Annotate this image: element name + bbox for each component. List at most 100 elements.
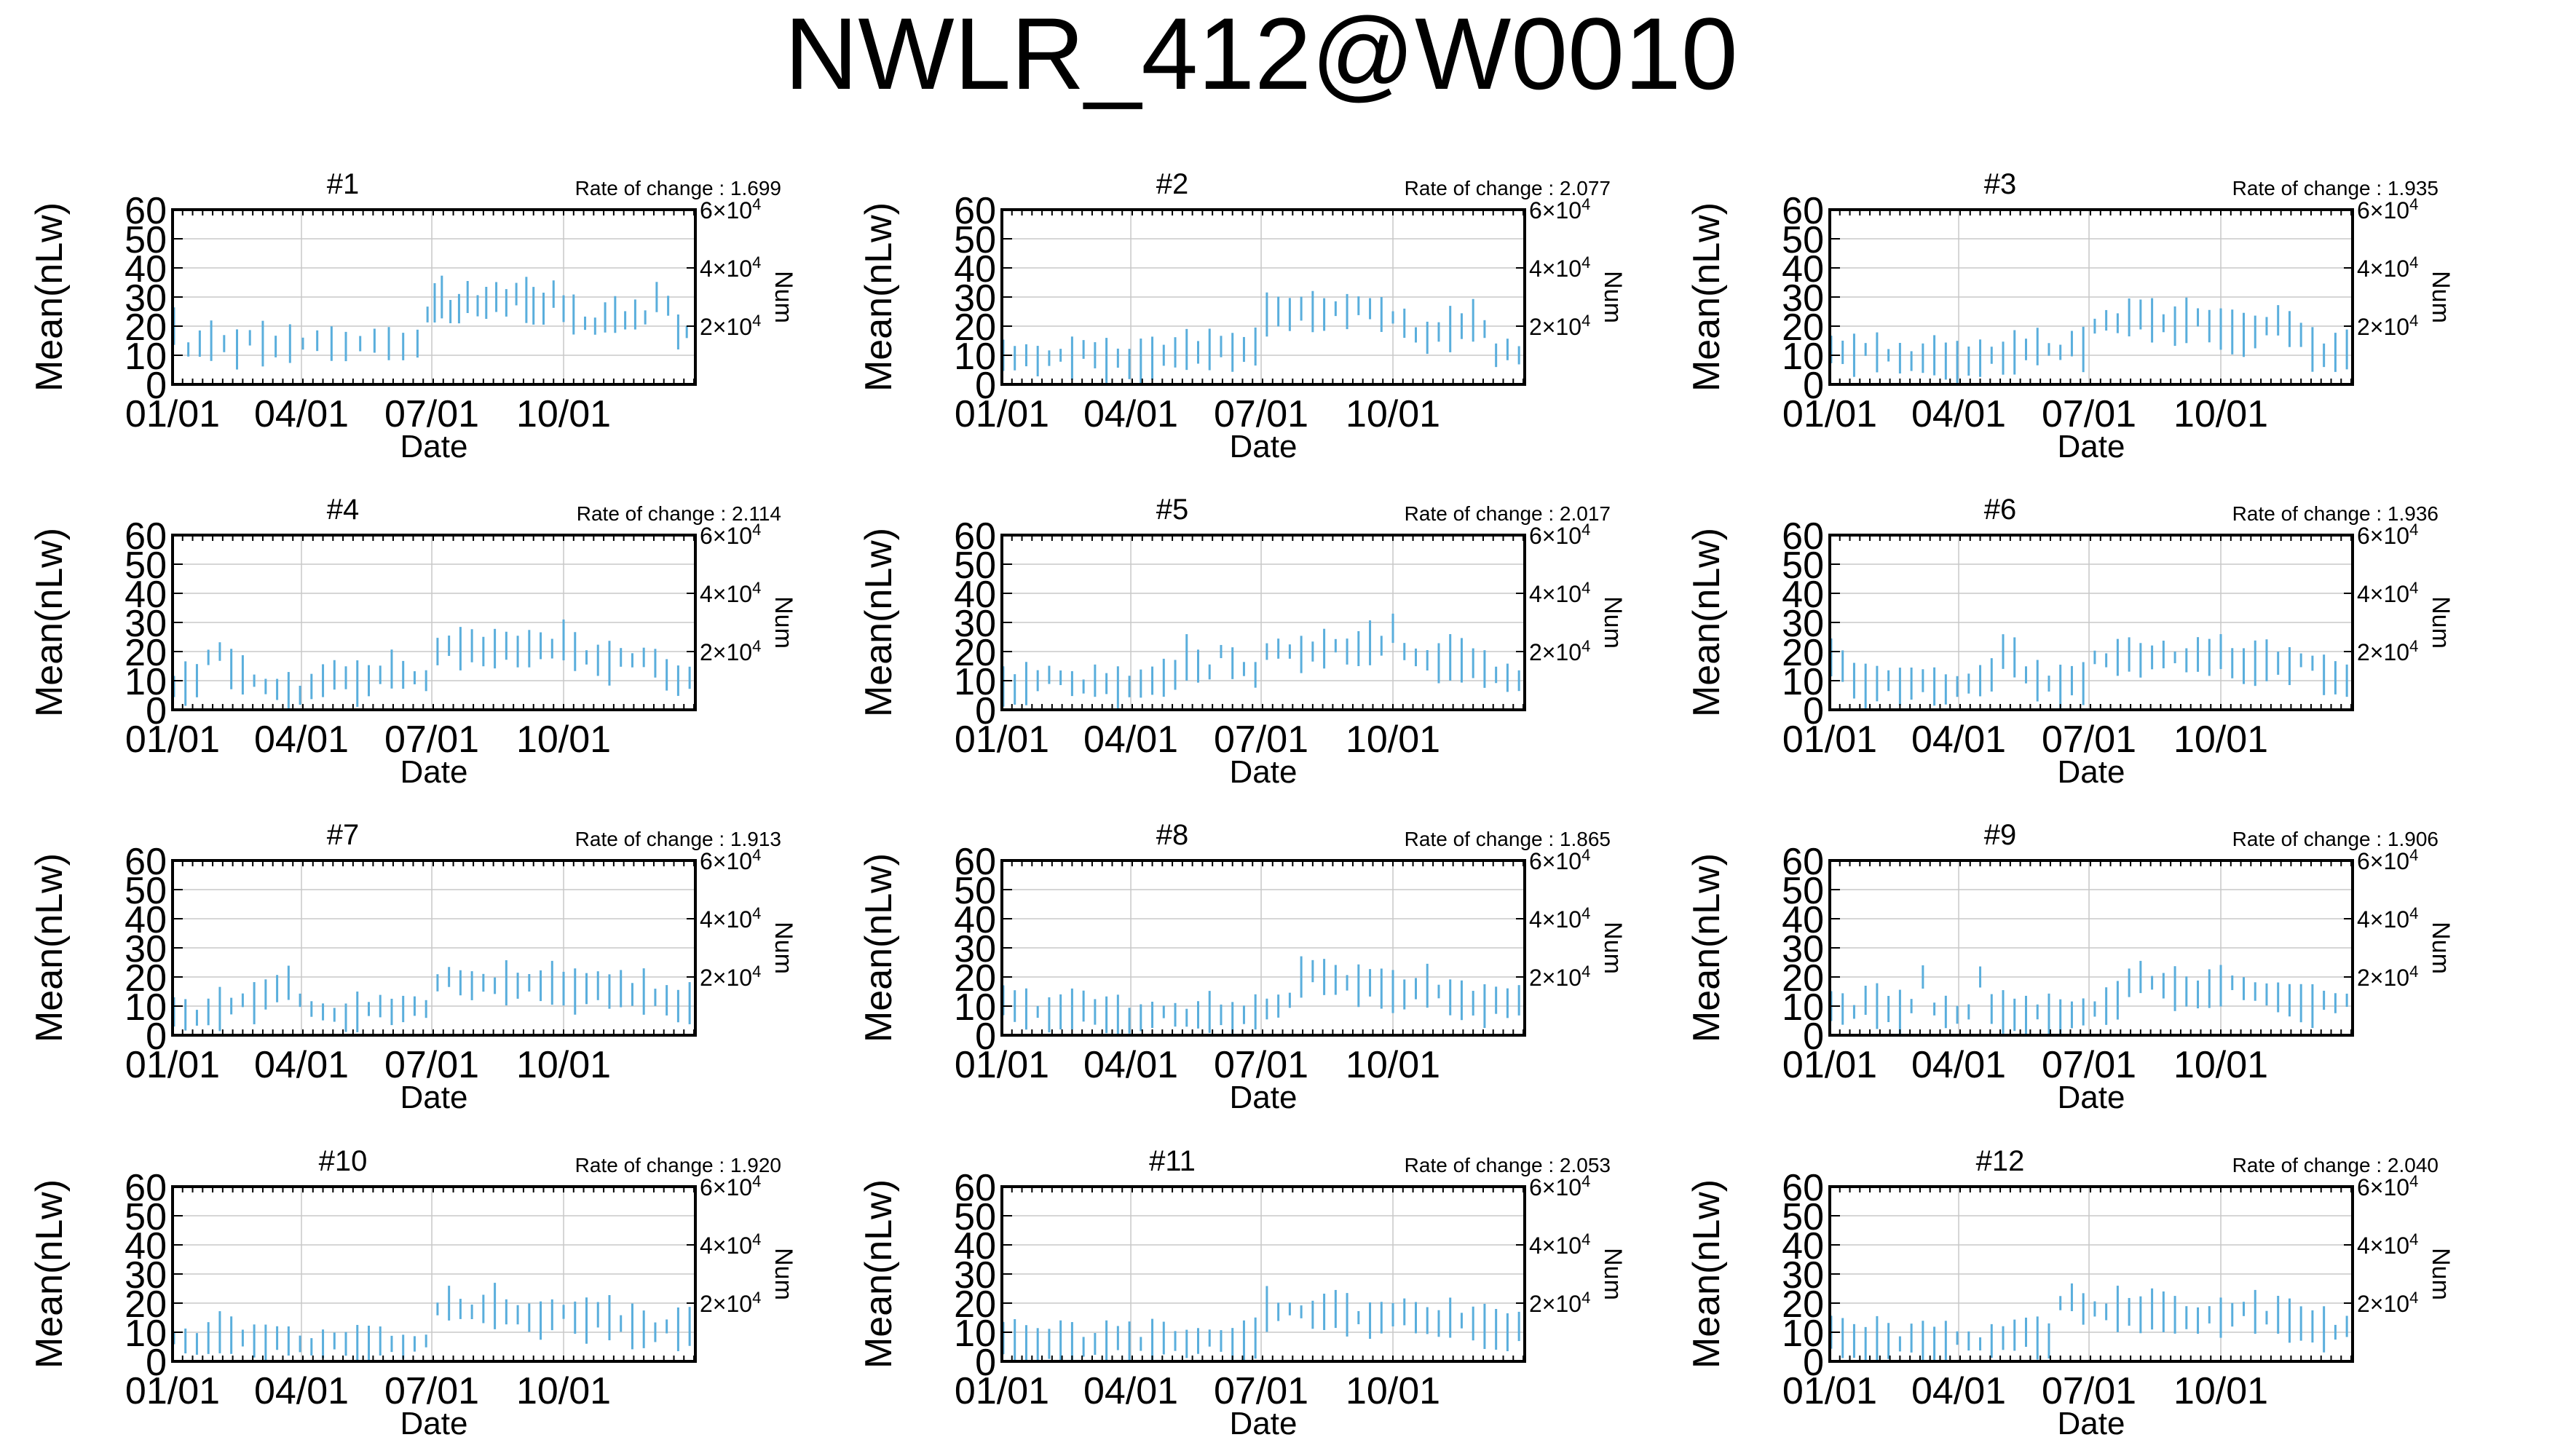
panel-title: #8 [1156,819,1189,851]
y2-axis-label: Num [1599,271,1627,323]
y2-tick-label: 2×104 [700,962,761,991]
x-tick-label: 07/01 [2042,1044,2136,1086]
y-tick-label: 10 [1782,986,1824,1029]
y2-tick-label: 4×104 [2357,579,2418,607]
y2-tick-label: 6×104 [1529,521,1590,549]
y-tick-label: 0 [975,365,996,407]
y2-axis-label: Num [1599,1248,1627,1300]
y-tick-label: 40 [954,899,996,941]
y-tick-label: 30 [125,277,167,320]
y2-tick-label: 2×104 [700,637,761,665]
x-axis-label: Date [400,1080,468,1115]
panel-title: #10 [319,1145,368,1177]
y-axis-label: Mean(nLw) [1686,853,1728,1042]
rate-of-change-label: Rate of change : 1.920 [575,1154,781,1176]
y2-tick-label: 4×104 [2357,1230,2418,1259]
x-tick-label: 10/01 [1346,719,1440,761]
y-tick-label: 50 [125,545,167,587]
y-tick-label: 30 [954,603,996,645]
y-tick-label: 50 [954,545,996,587]
rate-of-change-label: Rate of change : 1.935 [2232,177,2438,199]
y-tick-label: 50 [1782,1196,1824,1238]
panel-title: #5 [1156,494,1189,526]
panel-title: #2 [1156,168,1189,200]
y-tick-label: 10 [1782,336,1824,378]
y-tick-label: 10 [1782,661,1824,703]
x-axis-label: Date [400,1406,468,1441]
y-tick-label: 40 [125,899,167,941]
y-tick-label: 50 [954,219,996,261]
y-axis-label: Mean(nLw) [858,202,900,392]
y-tick-label: 60 [954,515,996,558]
y2-tick-label: 4×104 [700,1230,761,1259]
y-tick-label: 60 [125,841,167,883]
y-tick-label: 10 [125,986,167,1029]
y-tick-label: 40 [1782,248,1824,290]
y-tick-label: 50 [1782,219,1824,261]
y2-axis-label: Num [770,596,797,649]
y-tick-label: 40 [954,574,996,616]
x-axis-label: Date [2058,754,2125,790]
y-axis-label: Mean(nLw) [858,528,900,717]
x-tick-label: 04/01 [254,1044,349,1086]
y-tick-label: 10 [125,336,167,378]
x-tick-label: 01/01 [955,393,1049,435]
y2-tick-label: 6×104 [2357,521,2418,549]
rate-of-change-label: Rate of change : 1.936 [2232,502,2438,525]
y-tick-label: 60 [125,515,167,558]
y2-tick-label: 4×104 [700,904,761,933]
y-tick-label: 20 [1782,632,1824,674]
y2-axis-label: Num [1599,922,1627,974]
rate-of-change-label: Rate of change : 1.699 [575,177,781,199]
y2-tick-label: 6×104 [700,1172,761,1200]
y-tick-label: 20 [125,632,167,674]
y2-tick-label: 2×104 [700,1289,761,1317]
rate-of-change-label: Rate of change : 2.077 [1405,177,1611,199]
y-axis-label: Mean(nLw) [28,853,71,1042]
x-tick-label: 10/01 [1346,1044,1440,1086]
y-tick-label: 0 [146,1342,167,1384]
panel-title: #3 [1984,168,2017,200]
y2-tick-label: 6×104 [1529,846,1590,874]
x-tick-label: 04/01 [254,1370,349,1412]
x-tick-label: 07/01 [2042,1370,2136,1412]
y-tick-label: 30 [125,928,167,970]
x-tick-label: 04/01 [1911,1044,2006,1086]
y-tick-label: 10 [125,661,167,703]
rate-of-change-label: Rate of change : 2.114 [577,502,781,525]
x-tick-label: 04/01 [1911,719,2006,761]
y-tick-label: 0 [1803,365,1824,407]
x-axis-label: Date [1230,1080,1298,1115]
x-tick-label: 07/01 [2042,393,2136,435]
y-tick-label: 40 [125,1225,167,1267]
x-tick-label: 07/01 [384,1370,479,1412]
y2-tick-label: 6×104 [1529,1172,1590,1200]
y2-tick-label: 4×104 [1529,579,1590,607]
rate-of-change-label: Rate of change : 2.017 [1405,502,1611,525]
y-tick-label: 20 [125,1283,167,1326]
x-tick-label: 07/01 [384,719,479,761]
y2-tick-label: 2×104 [1529,962,1590,991]
x-tick-label: 04/01 [1911,1370,2006,1412]
y2-tick-label: 6×104 [2357,846,2418,874]
y2-tick-label: 4×104 [2357,253,2418,282]
y-axis-label: Mean(nLw) [28,202,71,392]
y2-tick-label: 2×104 [2357,1289,2418,1317]
y-tick-label: 0 [975,690,996,732]
y-tick-label: 60 [1782,841,1824,883]
y2-tick-label: 6×104 [700,846,761,874]
y-tick-label: 30 [1782,277,1824,320]
y-tick-label: 30 [954,928,996,970]
y-axis-label: Mean(nLw) [858,853,900,1042]
y2-tick-label: 6×104 [1529,195,1590,223]
y-tick-label: 20 [1782,957,1824,1000]
y-tick-label: 40 [954,1225,996,1267]
y-tick-label: 20 [954,632,996,674]
x-tick-label: 10/01 [2173,1370,2268,1412]
